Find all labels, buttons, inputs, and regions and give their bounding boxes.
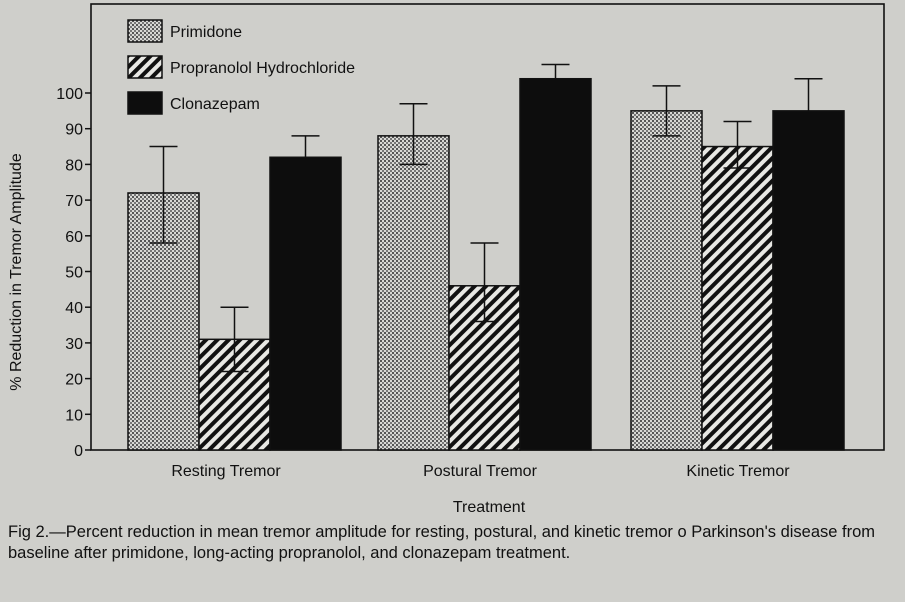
bar-solid-1	[519, 77, 592, 451]
y-tick-label: 0	[74, 443, 83, 460]
bar-dots-1	[377, 135, 450, 451]
y-tick-label: 30	[65, 336, 83, 353]
y-tick-label: 50	[65, 265, 83, 282]
category-label: Resting Tremor	[171, 463, 281, 480]
legend-swatch-hatch	[127, 55, 163, 79]
y-axis-title: % Reduction in Tremor Amplitude	[8, 153, 25, 391]
y-tick-label: 20	[65, 372, 83, 389]
bar-chart: 0 10 20 30 40 50 60 70 80 90 100 Resting Tremor Post…	[8, 3, 885, 516]
figure-caption: Fig 2.—Percent reduction in mean tremor …	[8, 523, 876, 562]
category-label: Postural Tremor	[423, 463, 537, 480]
legend-swatch-solid	[127, 91, 163, 115]
bar-hatch-2	[701, 145, 774, 451]
y-tick-label: 70	[65, 193, 83, 210]
bar-dots-2	[630, 110, 703, 451]
bar-solid-2	[772, 110, 845, 451]
y-tick-label: 80	[65, 157, 83, 174]
y-tick-label: 10	[65, 407, 83, 424]
legend-swatch-dots	[127, 19, 163, 43]
x-axis-title: Treatment	[453, 499, 526, 516]
category-label: Kinetic Tremor	[686, 463, 790, 480]
legend-label: Clonazepam	[170, 96, 260, 113]
y-tick-label: 60	[65, 229, 83, 246]
legend-label: Primidone	[170, 24, 242, 41]
y-tick-label: 40	[65, 300, 83, 317]
bar-solid-0	[269, 156, 342, 451]
legend-label: Propranolol Hydrochloride	[170, 60, 355, 77]
y-tick-label: 90	[65, 122, 83, 139]
y-tick-label: 100	[56, 86, 83, 103]
